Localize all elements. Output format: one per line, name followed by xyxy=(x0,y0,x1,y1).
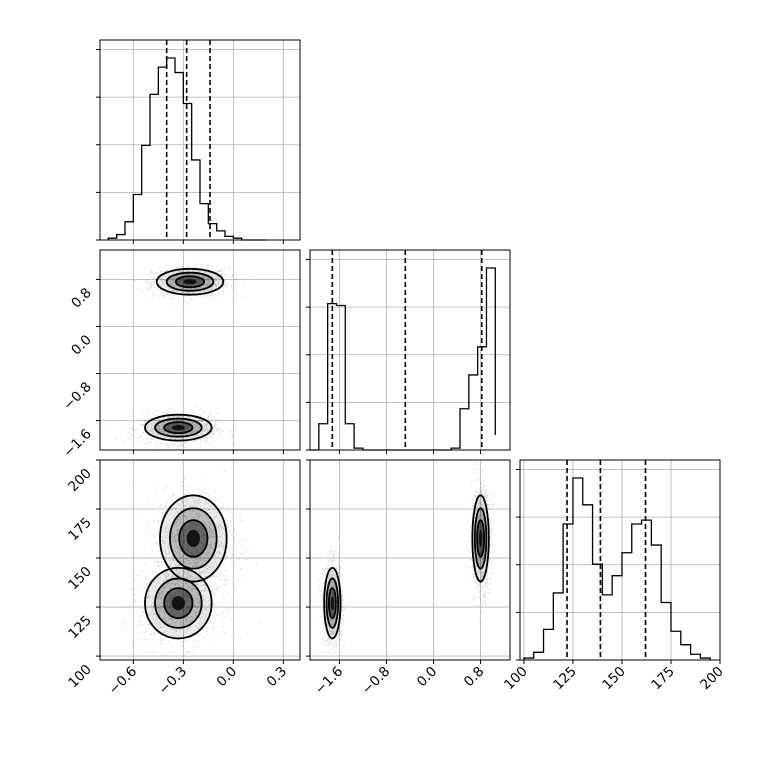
contour-level xyxy=(186,529,200,548)
pair-p0p2-frame xyxy=(99,459,301,661)
hist-panel-p1 xyxy=(306,249,511,454)
sample-points xyxy=(123,470,262,660)
contour-level xyxy=(478,529,483,548)
pair-p0p2-xticklabel: 0.3 xyxy=(264,664,291,691)
contour-level xyxy=(171,425,185,431)
pair-p0p2-xticklabel: 0.0 xyxy=(214,664,241,691)
hist-p2-xticklabel: 200 xyxy=(697,664,727,694)
contour-level xyxy=(330,596,334,611)
contour-level xyxy=(183,279,197,285)
pair-p0p2-yticklabel: 100 xyxy=(65,662,95,692)
sample-points xyxy=(317,463,494,660)
contour-level xyxy=(171,596,185,611)
pair-p0p1-yticklabel: −0.8 xyxy=(60,379,94,413)
pair-panel-p1-p2: −1.6 −0.8 0.0 0.8 xyxy=(306,459,511,698)
pair-panel-p0-p2: −0.6 −0.3 0.0 0.3 100 125 150 175 200 xyxy=(65,459,301,698)
pair-p1p2-frame xyxy=(309,459,511,661)
pair-p1p2-xticklabel: −0.8 xyxy=(359,664,393,698)
pair-p1p2-xticklabel: −1.6 xyxy=(312,664,346,698)
pair-p0p2-yticklabel: 150 xyxy=(65,564,95,594)
density-p0-p1 xyxy=(106,257,252,450)
histogram-p1 xyxy=(310,267,496,451)
pair-p0p2-yticklabel: 175 xyxy=(65,515,95,545)
pair-panel-p0-p1: −1.6 −0.8 0.0 0.8 xyxy=(60,249,301,461)
hist-p2-xticklabel: 150 xyxy=(599,664,629,694)
hist-panel-p0 xyxy=(96,39,301,244)
hist-panel-p2: 100 125 150 175 200 xyxy=(501,459,727,694)
histogram-p0 xyxy=(107,57,267,241)
hist-p0-frame xyxy=(99,39,301,241)
pair-p0p2-yticklabel: 125 xyxy=(65,613,95,643)
pair-p0p2-xticklabel: −0.3 xyxy=(156,664,190,698)
pair-p1p2-xticklabel: 0.0 xyxy=(414,664,441,691)
hist-p2-xticklabel: 175 xyxy=(648,664,678,694)
histogram-p2 xyxy=(523,477,711,660)
pair-p0p1-yticklabel: 0.0 xyxy=(68,332,95,359)
density-p0-p2 xyxy=(123,470,262,660)
pair-p0p1-yticklabel: −1.6 xyxy=(60,426,94,460)
pair-p0p1-frame xyxy=(99,249,301,451)
hist-p2-xticklabel: 125 xyxy=(550,664,580,694)
pair-p0p2-yticklabel: 200 xyxy=(65,466,95,496)
hist-p1-frame xyxy=(309,249,511,451)
pair-p0p2-xticklabel: −0.6 xyxy=(106,664,140,698)
pair-p0p1-yticklabel: 0.8 xyxy=(68,285,95,312)
hist-p2-frame xyxy=(519,459,721,661)
pair-p1p2-xticklabel: 0.8 xyxy=(461,664,488,691)
density-p1-p2 xyxy=(317,463,494,660)
hist-p2-xticklabel: 100 xyxy=(501,664,531,694)
